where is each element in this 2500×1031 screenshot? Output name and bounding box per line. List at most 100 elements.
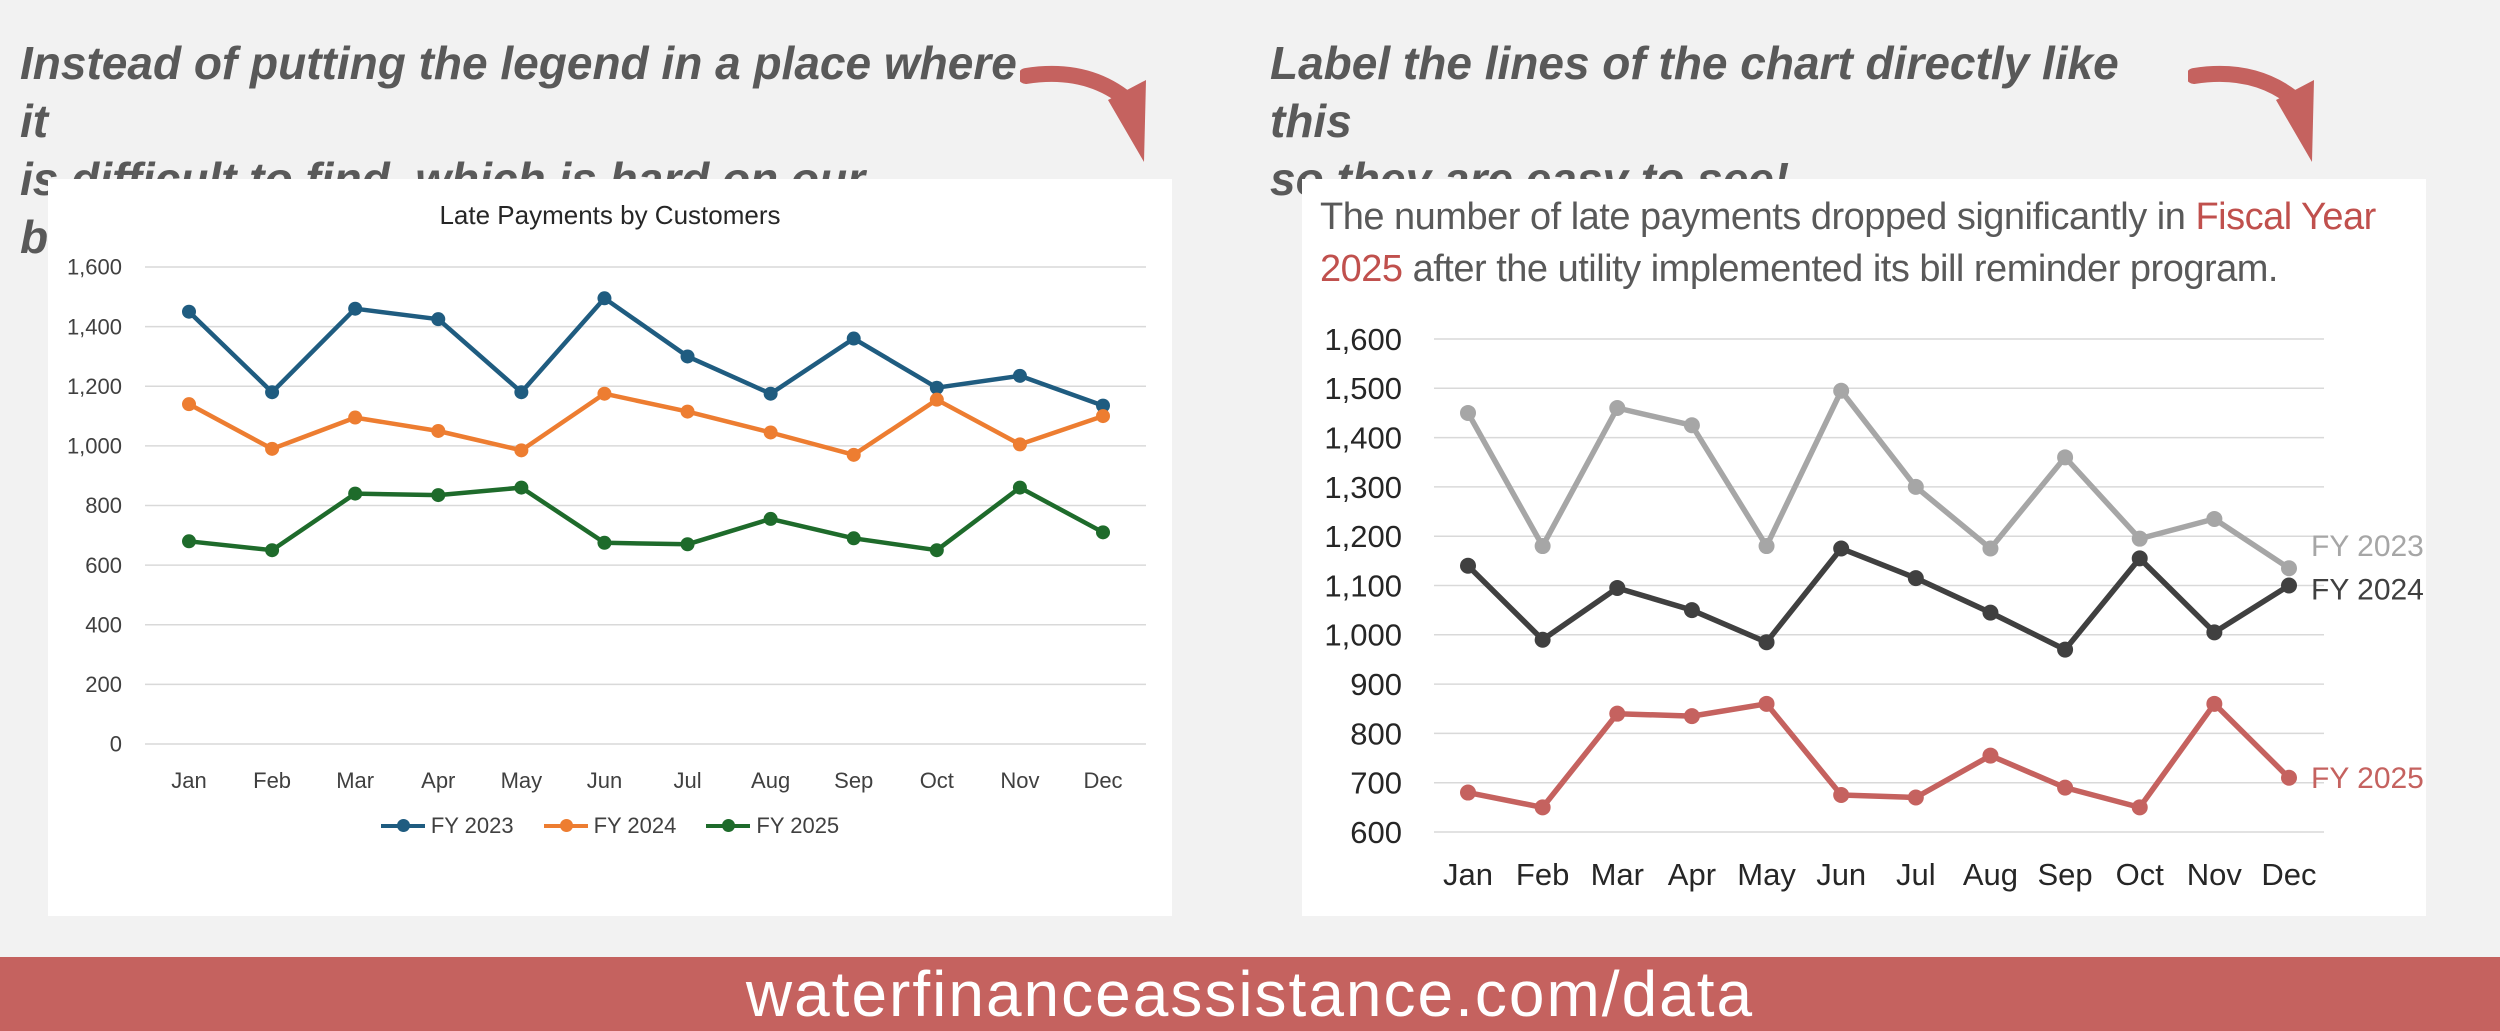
data-point — [265, 385, 280, 400]
data-point — [597, 535, 612, 550]
data-point — [182, 534, 196, 549]
y-tick-label: 600 — [1350, 815, 1402, 850]
data-point — [1833, 382, 1850, 399]
data-point — [2057, 449, 2074, 466]
x-tick-label: Oct — [920, 768, 954, 793]
headline-text: The number of late payments dropped sign… — [1320, 196, 2196, 238]
y-tick-label: 1,600 — [67, 255, 122, 280]
x-tick-label: Dec — [1083, 768, 1122, 793]
chart-panel-direct-labels: The number of late payments dropped sign… — [1302, 179, 2426, 916]
data-point — [763, 511, 778, 526]
x-tick-label: May — [1737, 857, 1796, 892]
data-point — [182, 304, 196, 319]
y-tick-label: 1,100 — [1324, 568, 1402, 603]
data-point — [763, 386, 778, 401]
data-point — [1534, 631, 1551, 648]
data-point — [431, 488, 446, 503]
data-point — [929, 543, 944, 558]
data-point — [1609, 705, 1626, 722]
data-point — [2281, 577, 2297, 594]
x-tick-label: Jun — [587, 768, 622, 793]
legend-item-fy2024: FY 2024 — [543, 813, 676, 839]
y-tick-label: 1,200 — [1324, 519, 1402, 554]
data-point — [514, 443, 529, 458]
data-point — [1012, 437, 1027, 452]
y-tick-label: 1,500 — [1324, 371, 1402, 406]
data-point — [1609, 400, 1626, 417]
data-point — [1907, 478, 1924, 495]
data-point — [348, 486, 363, 501]
data-point — [929, 392, 944, 407]
x-tick-label: Aug — [1963, 857, 2018, 892]
series-line-fy-2025 — [188, 485, 1105, 553]
data-point — [1460, 557, 1476, 574]
data-point — [1096, 409, 1110, 424]
data-point — [348, 410, 363, 425]
chart-title: Late Payments by Customers — [439, 200, 780, 230]
line-chart-standard: Late Payments by Customers 0 200 400 600 800 1… — [67, 200, 1146, 793]
data-point — [1609, 579, 1626, 596]
series-line-fy-2023 — [1465, 388, 2291, 571]
direct-label-fy-2024: FY 2024 — [2311, 574, 2424, 607]
data-point — [1758, 634, 1775, 651]
y-tick-label: 1,200 — [67, 374, 122, 399]
curved-arrow-right-icon — [2188, 65, 2314, 162]
data-point — [929, 380, 944, 395]
y-tick-label: 0 — [110, 732, 122, 757]
data-point — [680, 404, 695, 419]
data-point — [1683, 708, 1700, 725]
data-point — [514, 385, 529, 400]
data-point — [597, 386, 612, 401]
data-point — [431, 423, 446, 438]
y-tick-label: 1,400 — [67, 314, 122, 339]
x-tick-label: Feb — [1516, 857, 1569, 892]
legend-item-fy2023: FY 2023 — [380, 813, 514, 839]
y-tick-label: 900 — [1350, 667, 1402, 702]
data-point — [1907, 789, 1924, 806]
data-point — [1982, 540, 1999, 557]
data-point — [846, 331, 861, 346]
line-chart-direct-labels: 600 700 800 900 1,000 1,100 1,200 1,300 1,400 1,5… — [1324, 322, 2424, 892]
x-tick-label: Feb — [253, 768, 291, 793]
legend-swatch-fy2025 — [706, 819, 751, 832]
data-point — [1982, 747, 1999, 764]
x-tick-label: Apr — [421, 768, 455, 793]
data-point — [265, 543, 280, 558]
data-point — [1683, 417, 1700, 434]
curved-arrow-left-icon — [1020, 65, 1146, 162]
data-point — [1982, 604, 1999, 621]
data-point — [2131, 550, 2148, 567]
data-point — [431, 312, 446, 327]
y-tick-label: 200 — [85, 672, 122, 697]
chart-headline: The number of late payments dropped sign… — [1320, 191, 2415, 295]
data-point — [2206, 510, 2223, 527]
data-point — [1012, 368, 1027, 383]
data-point — [2131, 530, 2148, 547]
x-tick-label: Jun — [1816, 857, 1866, 892]
data-point — [1012, 480, 1027, 495]
y-tick-label: 700 — [1350, 766, 1402, 801]
data-point — [514, 480, 529, 495]
data-point — [2206, 624, 2223, 641]
data-point — [1907, 570, 1924, 587]
x-tick-label: Oct — [2116, 857, 2165, 892]
y-tick-label: 800 — [1350, 716, 1402, 751]
chart-panel-standard-legend: Late Payments by Customers 0 200 400 600 800 1… — [48, 179, 1172, 916]
data-point — [2206, 695, 2223, 712]
y-tick-label: 400 — [85, 612, 122, 637]
x-tick-label: Nov — [2187, 857, 2243, 892]
footer-url[interactable]: waterfinanceassistance.com/data — [745, 958, 1755, 1030]
x-tick-label: Jan — [171, 768, 206, 793]
x-tick-label: Aug — [751, 768, 790, 793]
x-tick-label: Sep — [834, 768, 873, 793]
data-point — [182, 397, 196, 412]
data-point — [846, 531, 861, 546]
x-tick-label: Jul — [1896, 857, 1936, 892]
series-line-fy-2024 — [187, 391, 1104, 458]
data-point — [2281, 560, 2297, 577]
data-point — [1758, 695, 1775, 712]
x-tick-label: Jul — [673, 768, 701, 793]
x-tick-label: Mar — [1591, 857, 1644, 892]
y-tick-label: 1,000 — [67, 434, 122, 459]
data-point — [348, 301, 363, 316]
